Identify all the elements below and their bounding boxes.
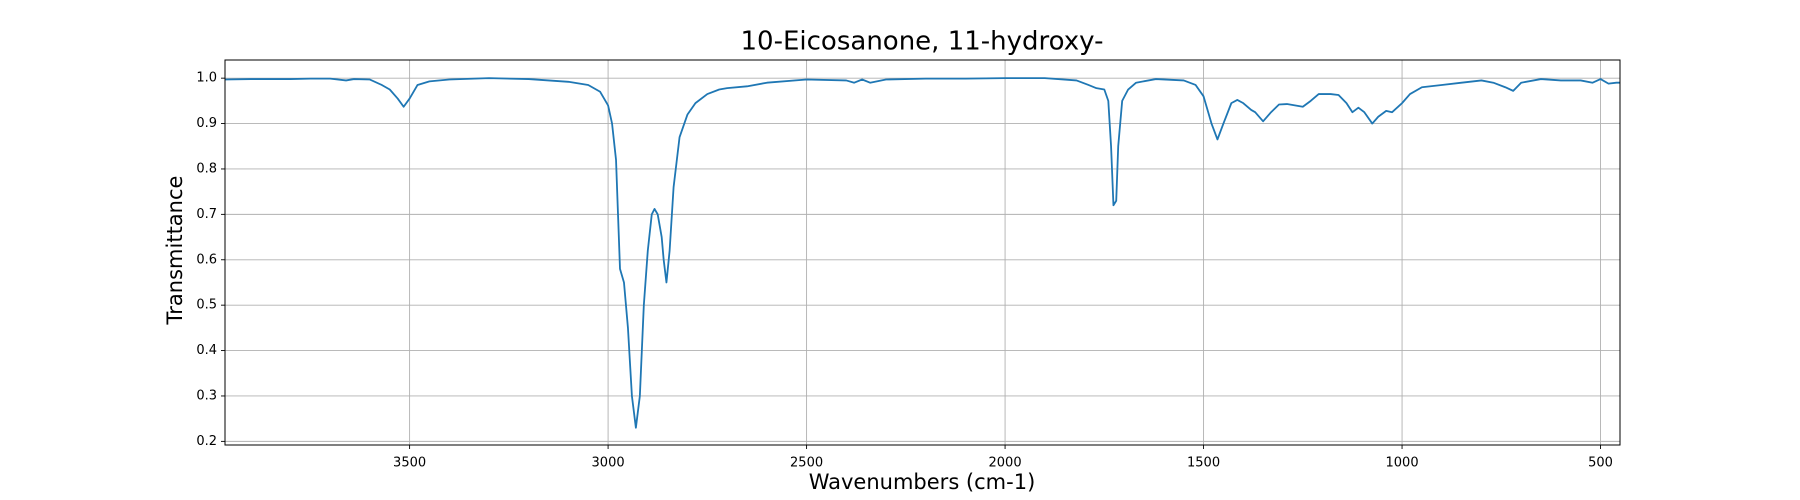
y-tick-label: 0.4 bbox=[196, 343, 217, 358]
y-tick-label: 0.3 bbox=[196, 388, 217, 403]
y-tick-label: 0.5 bbox=[196, 298, 217, 313]
x-tick-label: 500 bbox=[1588, 456, 1613, 471]
y-tick-label: 0.6 bbox=[196, 252, 217, 267]
x-axis-label: Wavenumbers (cm-1) bbox=[809, 470, 1036, 494]
y-tick-label: 0.7 bbox=[196, 207, 217, 222]
x-tick-label: 1000 bbox=[1386, 456, 1419, 471]
y-tick-label: 0.2 bbox=[196, 434, 217, 449]
y-tick-label: 1.0 bbox=[196, 71, 217, 86]
y-axis-label: Transmittance bbox=[163, 176, 187, 326]
x-tick-label: 2500 bbox=[790, 456, 823, 471]
x-tick-label: 1500 bbox=[1187, 456, 1220, 471]
x-tick-label: 2000 bbox=[989, 456, 1022, 471]
y-tick-label: 0.9 bbox=[196, 116, 217, 131]
plot-frame bbox=[224, 59, 1621, 446]
spectrum-line bbox=[224, 77, 1620, 429]
x-tick-label: 3000 bbox=[592, 456, 625, 471]
chart-title: 10-Eicosanone, 11-hydroxy- bbox=[741, 27, 1104, 57]
y-tick-label: 0.8 bbox=[196, 161, 217, 176]
x-tick-label: 3500 bbox=[393, 456, 426, 471]
